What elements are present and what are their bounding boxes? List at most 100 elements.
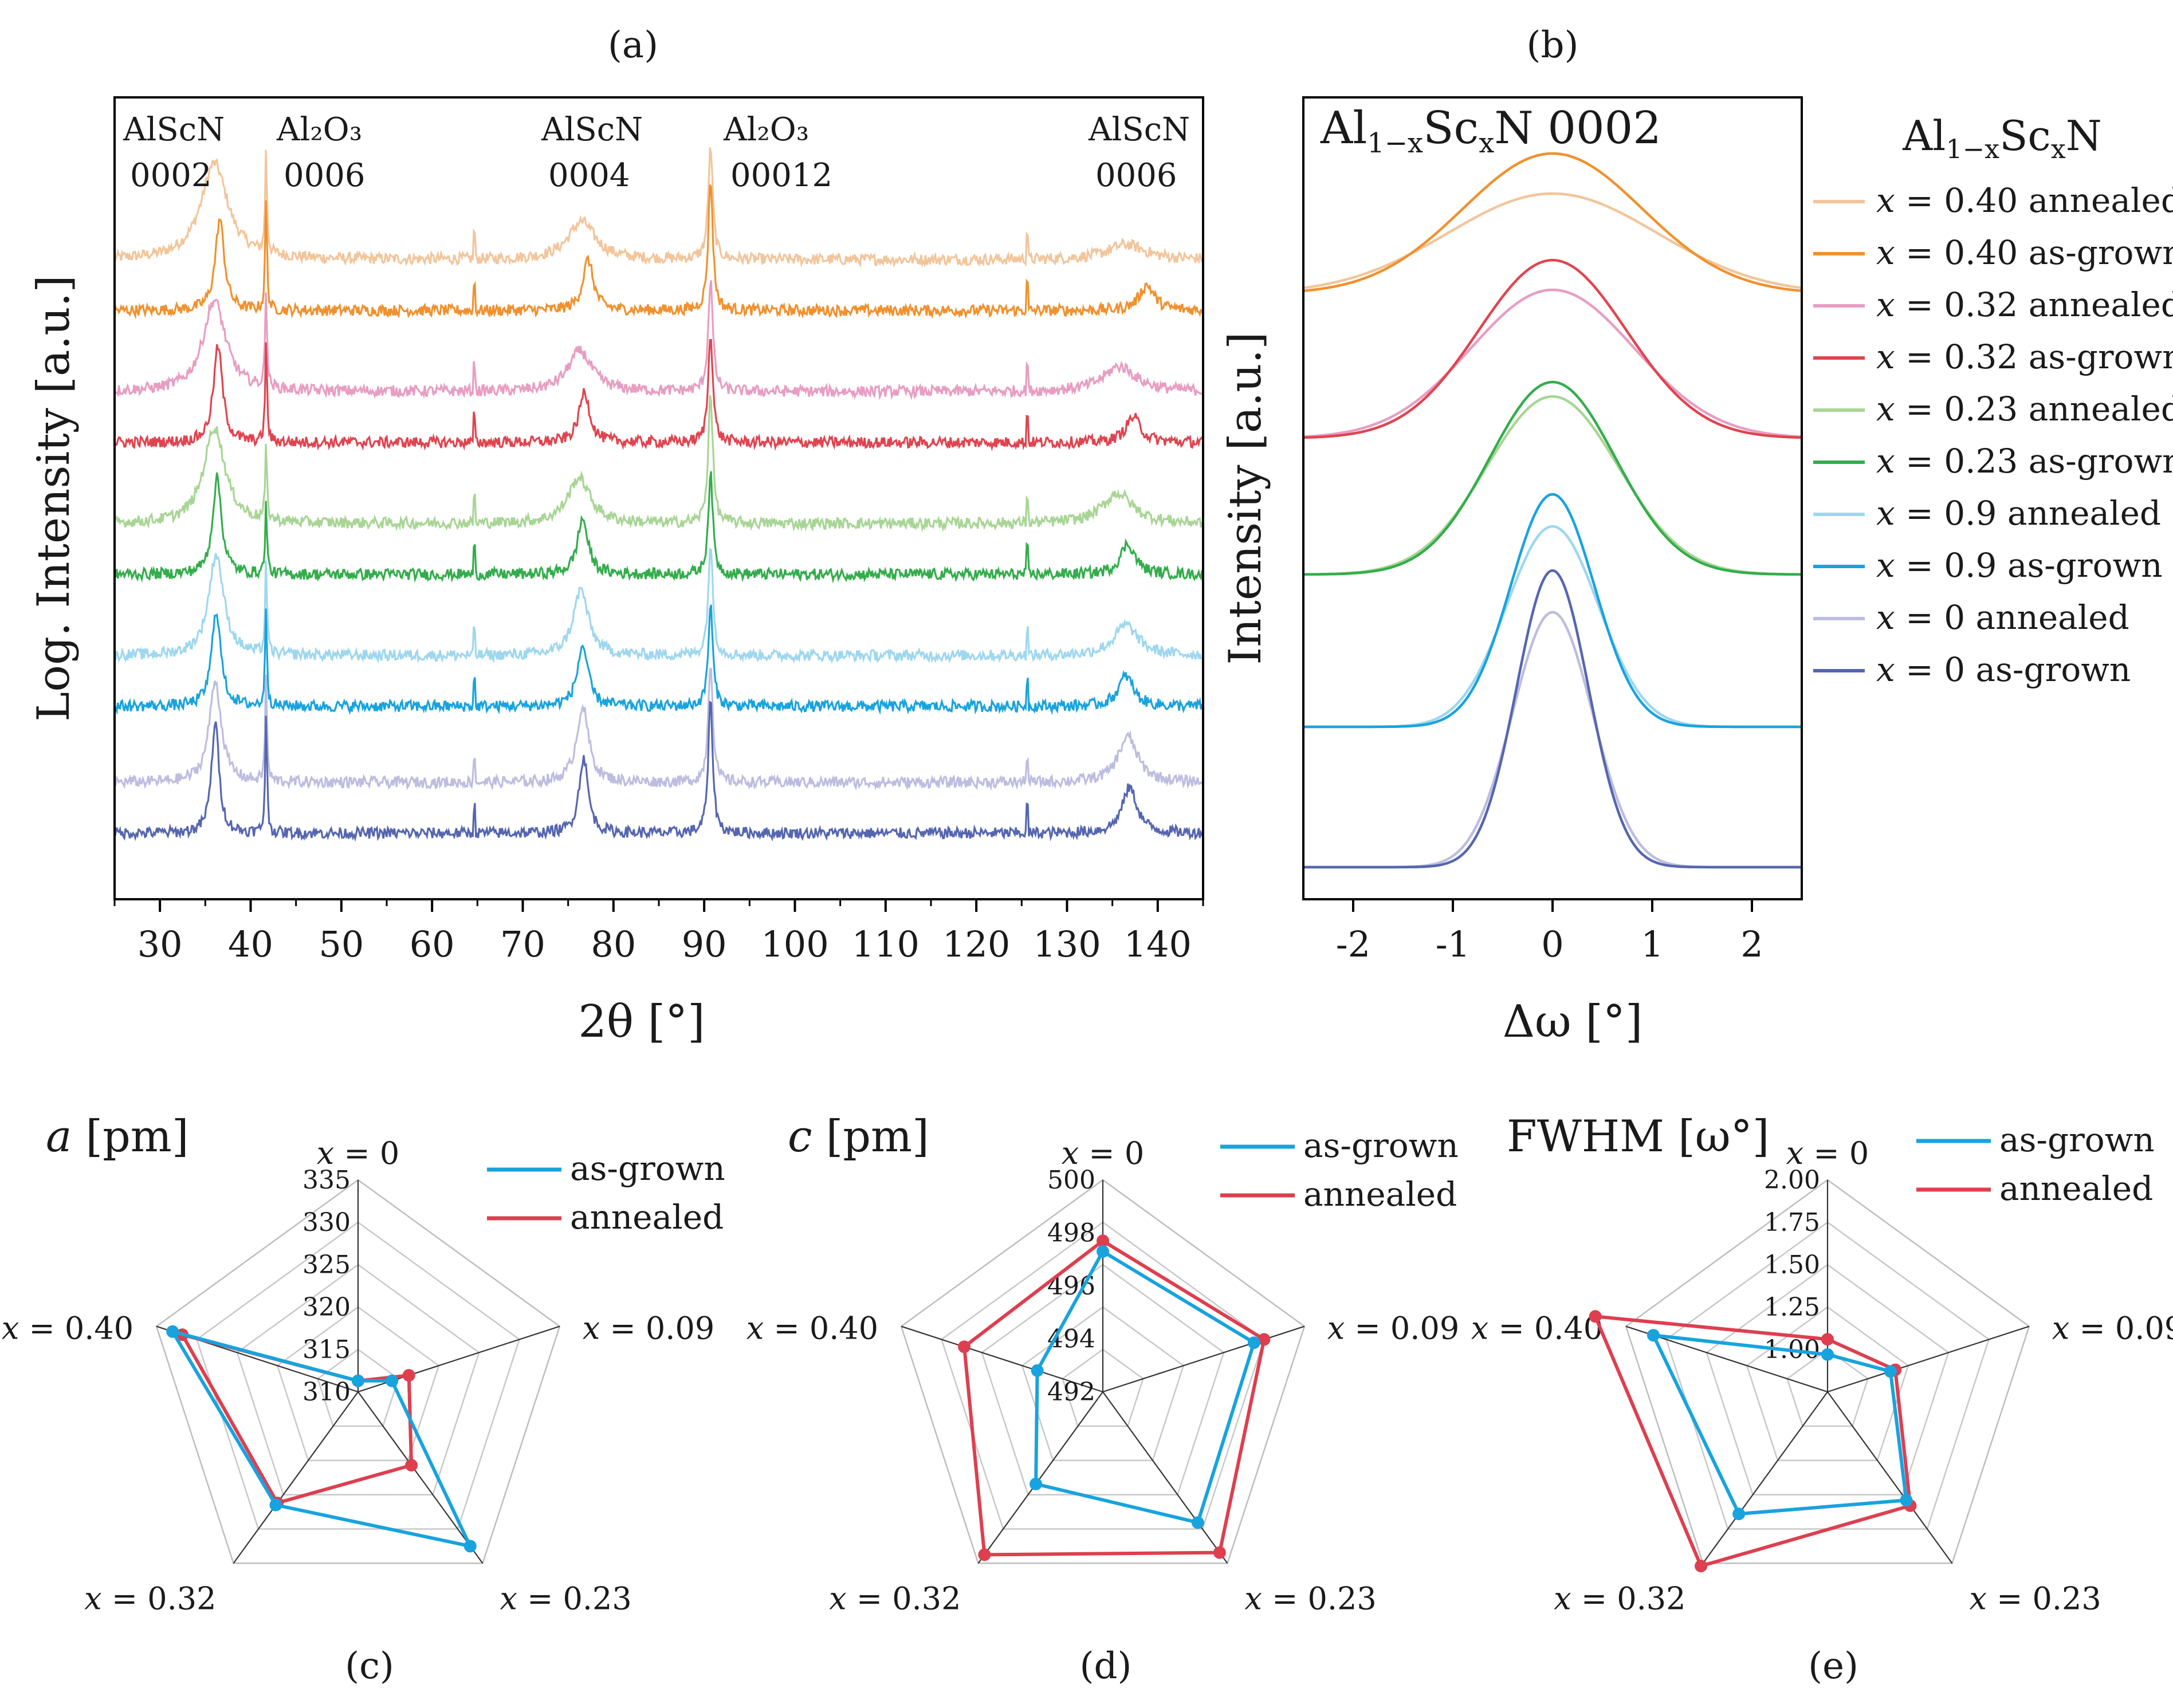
radar-spoke xyxy=(901,1325,1103,1393)
radar-point xyxy=(1695,1560,1708,1573)
rocking-x-axis-title: Δω [°] xyxy=(1503,996,1643,1048)
radar-point xyxy=(166,1325,179,1338)
radar-series-annealed xyxy=(962,1239,1266,1557)
radar-series xyxy=(1589,1310,1917,1573)
legend-item: x = 0.32 annealed xyxy=(1813,285,2173,324)
radar-point xyxy=(958,1340,971,1353)
radar-axis-label: x = 0.09 xyxy=(1327,1310,1459,1347)
xrd-tick-label: 120 xyxy=(942,923,1010,965)
radar-tick-label: 330 xyxy=(302,1208,351,1237)
radar-tick-label: 492 xyxy=(1047,1378,1095,1407)
radar-ring xyxy=(1021,1306,1185,1461)
legend-label: x = 0.40 as-grown xyxy=(1876,233,2173,272)
radar-legend-label: as-grown xyxy=(570,1149,725,1188)
rocking-series-2 xyxy=(1303,288,1802,438)
peak-annotation-name: Al₂O₃ xyxy=(276,111,362,148)
rocking-y-axis-title: Intensity [a.u.] xyxy=(1220,332,1271,664)
radar-legend: as-grown annealed xyxy=(1220,1126,1459,1214)
xrd-tick-label: 30 xyxy=(137,923,183,965)
rocking-plot-frame xyxy=(1302,96,1803,900)
radar-axis-label: x = 0 xyxy=(1786,1135,1869,1171)
rocking-tick-label: 2 xyxy=(1740,923,1763,965)
radar-axis-labels: x = 0 x = 0.09 x = 0.23 x = 0.32 x = 0.40 xyxy=(2,1135,714,1616)
xrd-x-axis-title: 2θ [°] xyxy=(578,996,705,1048)
radar-ring xyxy=(981,1264,1225,1496)
radar-point xyxy=(405,1459,418,1472)
legend-label: x = 0 as-grown xyxy=(1876,650,2131,689)
rocking-curve-panel: -2 -1 0 1 2 Al1−xScxN 0002 Δω [°] Intensity … xyxy=(1220,96,2173,1048)
radar-ring xyxy=(900,1179,1306,1564)
legend-label: x = 0.9 as-grown xyxy=(1876,546,2163,585)
radar-point xyxy=(1589,1310,1602,1323)
radar-point xyxy=(1097,1234,1109,1247)
peak-annotation-name: AlScN xyxy=(123,111,225,148)
radar-grid xyxy=(900,1179,1306,1564)
rocking-series-5 xyxy=(1303,380,1802,576)
rocking-series-7 xyxy=(1303,493,1802,729)
radar-tick-label: 500 xyxy=(1047,1166,1095,1195)
legend-label: x = 0.40 annealed xyxy=(1876,181,2173,220)
radar-title: a [pm] xyxy=(46,1111,189,1162)
radar-tick-label: 1.50 xyxy=(1764,1250,1820,1280)
rocking-x-ticks: -2 -1 0 1 2 xyxy=(1336,899,1763,965)
radar-axis-label: x = 0.09 xyxy=(583,1310,714,1347)
radar-tick-label: 1.75 xyxy=(1764,1208,1820,1237)
radar-series xyxy=(166,1325,477,1553)
panel-label-b: (b) xyxy=(1527,24,1579,66)
xrd-tick-label: 60 xyxy=(410,923,455,965)
legend-items: x = 0.40 annealed x = 0.40 as-grown x = 0.… xyxy=(1813,181,2173,689)
xrd-series-8 xyxy=(113,667,1203,791)
radar-legend-label: annealed xyxy=(1999,1169,2153,1208)
radar-point xyxy=(269,1498,282,1512)
radar-point xyxy=(386,1374,399,1387)
radar-legend-label: as-grown xyxy=(1303,1126,1459,1165)
radar-point xyxy=(463,1540,477,1553)
rocking-tick-label: 0 xyxy=(1541,923,1563,965)
legend-label: x = 0 annealed xyxy=(1876,598,2129,637)
radar-ring xyxy=(1706,1264,1950,1496)
peak-annotation-name: AlScN xyxy=(1088,111,1190,148)
radar-tick-label: 310 xyxy=(302,1378,351,1407)
radar-point xyxy=(1884,1365,1897,1378)
radar-tick-label: 498 xyxy=(1047,1219,1095,1248)
radar-ring xyxy=(236,1264,480,1496)
peak-annotation-index: 0002 xyxy=(130,157,212,194)
xrd-series-1 xyxy=(113,184,1203,320)
radar-spoke xyxy=(1827,1325,2030,1393)
radar-point xyxy=(402,1369,415,1382)
rocking-series-9 xyxy=(1303,569,1802,869)
radar-title: c [pm] xyxy=(788,1111,929,1162)
radar-axis-label: x = 0 xyxy=(1062,1135,1144,1171)
radar-axis-label: x = 0.23 xyxy=(1244,1580,1376,1616)
radar-axis-label: x = 0.32 xyxy=(84,1580,216,1616)
radar-spoke xyxy=(357,1391,484,1564)
panel-label-e: (e) xyxy=(1808,1645,1858,1687)
legend-title: Al1−xScxN xyxy=(1902,112,2101,164)
radar-spoke xyxy=(1827,1391,1953,1564)
radar-axis-label: x = 0.23 xyxy=(1969,1580,2101,1616)
radar-legend-label: as-grown xyxy=(1999,1120,2155,1159)
legend-item: x = 0.40 as-grown xyxy=(1813,233,2173,272)
peak-annotation: AlScN 0002 xyxy=(123,111,225,194)
radar-ring xyxy=(1062,1348,1144,1427)
xrd-curves xyxy=(113,147,1203,842)
radar-spoke xyxy=(1702,1391,1828,1564)
legend-item: x = 0 annealed xyxy=(1813,598,2129,637)
legend-item: x = 0.32 as-grown xyxy=(1813,337,2173,376)
radar-series xyxy=(958,1234,1271,1561)
peak-annotation-index: 0004 xyxy=(548,157,630,194)
radar-ring xyxy=(276,1306,440,1461)
radar-legend-label: annealed xyxy=(1303,1175,1457,1214)
xrd-tick-label: 70 xyxy=(500,923,545,965)
radar-spoke xyxy=(233,1391,359,1564)
rocking-series-3 xyxy=(1303,258,1802,439)
radar-ring xyxy=(196,1221,520,1530)
legend-label: x = 0.23 annealed xyxy=(1876,389,2173,428)
radar-axis-labels: x = 0 x = 0.09 x = 0.23 x = 0.32 x = 0.40 xyxy=(1471,1135,2173,1616)
radar-point xyxy=(1900,1494,1913,1507)
radar-grid xyxy=(155,1179,561,1564)
radar-tick-label: 320 xyxy=(302,1293,351,1322)
radar-spoke xyxy=(977,1391,1103,1564)
